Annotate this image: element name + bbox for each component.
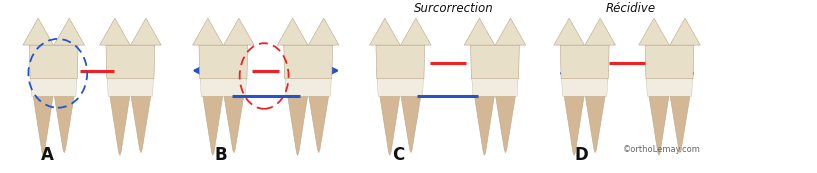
- Polygon shape: [585, 18, 615, 45]
- Polygon shape: [471, 45, 520, 79]
- Polygon shape: [100, 18, 130, 45]
- Polygon shape: [278, 18, 308, 45]
- Polygon shape: [33, 92, 54, 155]
- Polygon shape: [585, 92, 605, 153]
- Polygon shape: [309, 18, 339, 45]
- Polygon shape: [495, 18, 525, 45]
- Polygon shape: [287, 92, 308, 155]
- Polygon shape: [283, 45, 333, 79]
- Polygon shape: [23, 18, 53, 45]
- Polygon shape: [647, 79, 692, 92]
- Polygon shape: [199, 45, 248, 79]
- Polygon shape: [54, 18, 84, 45]
- Polygon shape: [562, 79, 607, 92]
- Polygon shape: [649, 92, 669, 155]
- Polygon shape: [471, 69, 519, 96]
- Polygon shape: [201, 79, 246, 92]
- Text: ©orthoLemay.com: ©orthoLemay.com: [623, 145, 701, 154]
- Polygon shape: [376, 45, 425, 79]
- Polygon shape: [669, 92, 690, 153]
- Polygon shape: [564, 92, 585, 155]
- Polygon shape: [284, 69, 332, 96]
- Polygon shape: [30, 69, 78, 96]
- Polygon shape: [106, 45, 154, 79]
- Polygon shape: [107, 69, 154, 96]
- Text: A: A: [41, 146, 54, 164]
- Text: D: D: [574, 146, 587, 164]
- Polygon shape: [472, 79, 518, 92]
- Text: Récidive: Récidive: [606, 2, 656, 15]
- Polygon shape: [377, 79, 423, 92]
- Polygon shape: [561, 69, 608, 96]
- Polygon shape: [54, 92, 75, 153]
- Polygon shape: [131, 92, 151, 153]
- Polygon shape: [554, 18, 584, 45]
- Polygon shape: [31, 79, 77, 92]
- Polygon shape: [308, 92, 329, 153]
- Polygon shape: [285, 79, 331, 92]
- Polygon shape: [645, 45, 694, 79]
- Polygon shape: [109, 92, 131, 155]
- Text: B: B: [214, 146, 227, 164]
- Polygon shape: [203, 92, 223, 155]
- Polygon shape: [400, 18, 431, 45]
- Polygon shape: [639, 18, 669, 45]
- Polygon shape: [131, 18, 161, 45]
- Polygon shape: [108, 79, 153, 92]
- Polygon shape: [646, 69, 693, 96]
- Polygon shape: [474, 92, 495, 155]
- Polygon shape: [670, 18, 700, 45]
- Polygon shape: [29, 45, 78, 79]
- Polygon shape: [379, 92, 400, 155]
- Polygon shape: [560, 45, 609, 79]
- Polygon shape: [224, 18, 254, 45]
- Polygon shape: [193, 18, 223, 45]
- Polygon shape: [400, 92, 422, 153]
- Polygon shape: [495, 92, 516, 153]
- Polygon shape: [377, 69, 424, 96]
- Polygon shape: [223, 92, 244, 153]
- Text: C: C: [392, 146, 404, 164]
- Polygon shape: [200, 69, 247, 96]
- Polygon shape: [464, 18, 494, 45]
- Text: Surcorrection: Surcorrection: [414, 2, 494, 15]
- Polygon shape: [369, 18, 400, 45]
